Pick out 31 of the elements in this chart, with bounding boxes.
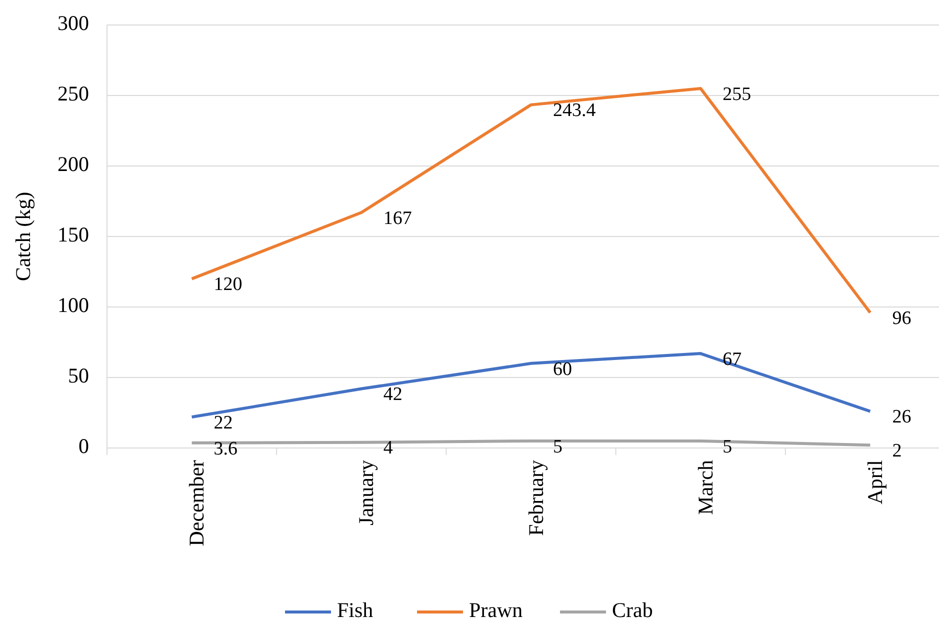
data-label: 5 <box>553 436 562 458</box>
data-label: 243.4 <box>553 100 596 122</box>
y-tick-label: 150 <box>58 222 89 246</box>
data-label: 167 <box>383 208 412 229</box>
x-tick-label: April <box>863 460 888 504</box>
x-tick-label: March <box>693 460 718 515</box>
legend-label: Fish <box>337 598 374 622</box>
data-label: 5 <box>722 436 732 458</box>
y-tick-label: 200 <box>58 152 89 176</box>
y-tick-label: 0 <box>78 434 89 458</box>
line-series <box>190 86 872 314</box>
legend-label: Crab <box>612 598 653 622</box>
y-tick-label: 100 <box>58 292 89 317</box>
y-tick-label: 300 <box>58 10 89 35</box>
data-label: 4 <box>383 438 394 459</box>
data-label: 2 <box>892 440 902 462</box>
data-label: 26 <box>892 406 912 428</box>
legend-label: Prawn <box>469 598 524 622</box>
data-label: 3.6 <box>214 438 238 460</box>
data-label: 60 <box>553 358 572 380</box>
y-tick-label: 250 <box>58 81 89 106</box>
y-tick-label: 50 <box>68 363 89 388</box>
x-tick-label: February <box>524 460 548 536</box>
data-label: 22 <box>214 412 233 434</box>
data-label: 120 <box>214 274 242 296</box>
x-tick-label: December <box>184 460 209 546</box>
y-axis-title: Catch (kg) <box>10 192 35 282</box>
data-label: 42 <box>383 384 402 406</box>
data-label: 96 <box>892 308 912 329</box>
data-label: 255 <box>722 84 752 105</box>
x-tick-label: January <box>354 460 378 526</box>
